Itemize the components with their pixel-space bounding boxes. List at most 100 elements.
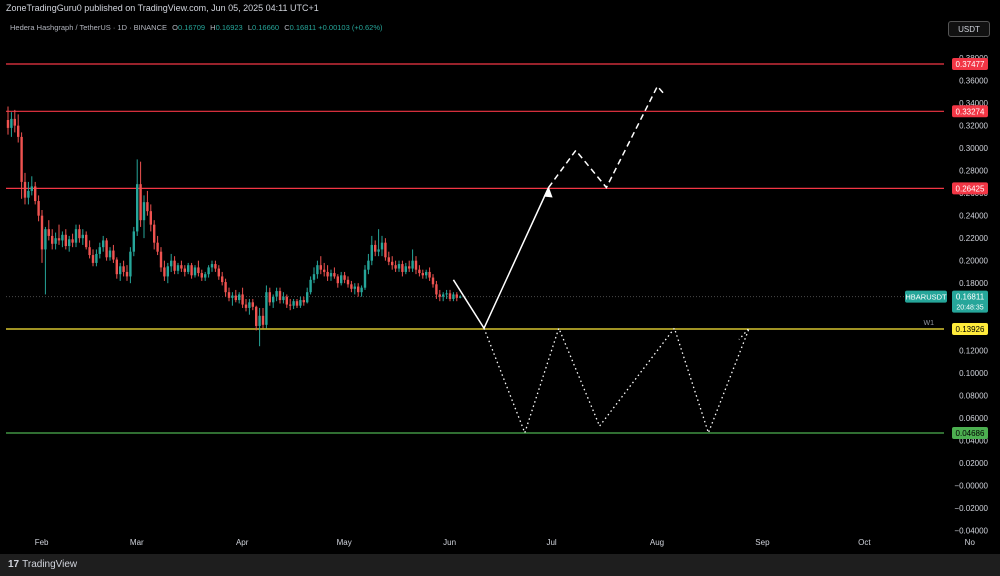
symbol-badge (905, 290, 947, 303)
currency-button[interactable]: USDT (948, 21, 990, 37)
candle-body (370, 244, 373, 261)
level-price-text: 0.37477 (956, 60, 985, 69)
close-label: C (284, 23, 290, 32)
y-tick-label: 0.02000 (959, 459, 988, 468)
candle-body (435, 284, 438, 295)
y-tick-label: 0.30000 (959, 144, 988, 153)
candle-body (323, 269, 326, 272)
close-value: 0.16811 (289, 23, 317, 32)
candle-body (265, 292, 268, 325)
level-price-badge (952, 427, 988, 440)
candle-body (81, 234, 84, 239)
current-price-text: 0.16811 (956, 293, 985, 302)
level-price-badge (952, 58, 988, 71)
candle-body (197, 267, 200, 274)
candle-body (248, 302, 251, 308)
candle-body (71, 239, 74, 243)
candles (6, 106, 462, 347)
y-tick-label: −0.00000 (954, 482, 988, 491)
candle-body (190, 265, 193, 276)
candle-body (374, 244, 377, 252)
candle-body (459, 296, 462, 298)
candle-body (302, 300, 305, 303)
candle-body (61, 234, 64, 241)
candle-body (357, 286, 360, 293)
candle-body (166, 266, 169, 277)
x-tick-label: Aug (650, 538, 664, 547)
candle-body (119, 266, 122, 275)
candle-body (329, 273, 333, 277)
y-tick-label: 0.08000 (959, 392, 988, 401)
publish-bar: ZoneTradingGuru0 published on TradingVie… (0, 0, 1000, 18)
x-tick-label: No (965, 538, 976, 547)
y-tick-label: 0.24000 (959, 212, 988, 221)
level-tag: W1 (924, 320, 935, 327)
candle-body (397, 264, 401, 269)
x-axis[interactable]: Feb Mar Apr May Jun Jul Aug Sep Oct No (35, 538, 976, 547)
y-tick-label: 0.36000 (959, 77, 988, 86)
candle-body (85, 234, 88, 248)
level-price-badge (952, 182, 988, 195)
price-chart[interactable]: W1 0.380000.360000.340000.320000.300000.… (0, 18, 1000, 554)
candle-body (261, 315, 265, 325)
candle-body (234, 295, 237, 301)
candle-body (394, 265, 397, 269)
change-value: +0.00103 (+0.62%) (318, 23, 383, 32)
candle-body (401, 264, 404, 272)
candle-body (139, 184, 142, 221)
low-label: L (247, 23, 252, 32)
candle-body (51, 235, 54, 244)
level-price-text: 0.13926 (956, 325, 985, 334)
candle-body (221, 276, 224, 283)
candle-body (384, 242, 387, 258)
candle-body (353, 286, 356, 289)
candle-body (251, 302, 254, 307)
candle-body (431, 277, 435, 285)
level-price-badge (952, 105, 988, 118)
candle-body (200, 273, 203, 278)
candle-body (360, 287, 363, 293)
x-tick-label: Mar (130, 538, 144, 547)
candle-body (312, 274, 316, 280)
candle-body (404, 266, 407, 272)
candle-body (27, 190, 30, 198)
candle-body (159, 251, 163, 268)
candle-body (163, 267, 166, 277)
candle-body (224, 282, 227, 293)
candle-body (13, 118, 16, 126)
y-tick-label: 0.10000 (959, 369, 988, 378)
current-price-badge (952, 290, 988, 313)
candle-body (153, 224, 156, 243)
candle-body (445, 293, 448, 295)
candle-body (414, 260, 418, 270)
candle-body (74, 229, 78, 243)
candle-body (98, 247, 101, 254)
candle-body (105, 240, 108, 258)
candle-body (108, 250, 112, 258)
x-tick-label: Jul (546, 538, 556, 547)
x-tick-label: Apr (236, 538, 249, 547)
candle-body (448, 293, 452, 299)
candle-body (238, 294, 241, 301)
projection-dashed[interactable] (547, 84, 665, 189)
symbol-info: Hedera Hashgraph / TetherUS · 1D · BINAN… (10, 23, 383, 32)
candle-body (37, 201, 40, 216)
candle-body (34, 186, 37, 202)
projection-solid[interactable] (452, 187, 550, 330)
candle-body (455, 294, 458, 298)
candle-body (411, 260, 414, 269)
y-tick-label: 0.32000 (959, 122, 988, 131)
symbol-title: Hedera Hashgraph / TetherUS · 1D · BINAN… (10, 23, 168, 32)
candle-body (146, 202, 149, 212)
candle-body (6, 120, 10, 128)
y-tick-label: 0.06000 (959, 414, 988, 423)
candle-body (363, 269, 367, 288)
candle-body (210, 264, 214, 268)
tradingview-logo[interactable]: 17 TradingView (8, 559, 77, 570)
candle-body (408, 266, 411, 269)
candle-body (282, 296, 285, 301)
projection-dotted[interactable] (483, 326, 750, 435)
candle-body (340, 275, 343, 284)
candle-body (17, 125, 20, 137)
candle-body (204, 274, 207, 278)
